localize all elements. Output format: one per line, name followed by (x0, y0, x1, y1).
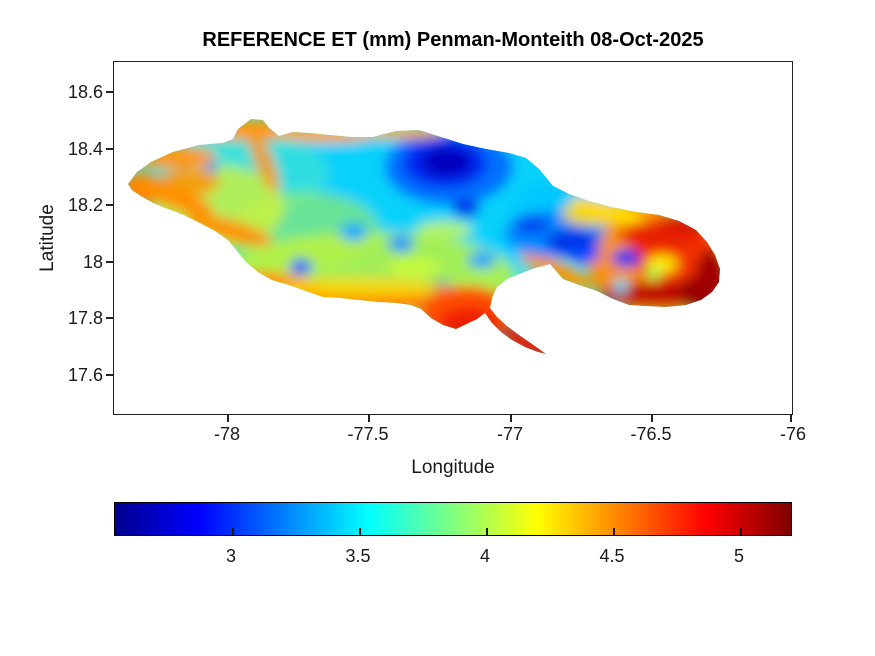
y-tick (106, 148, 113, 150)
y-axis-label: Latitude (37, 204, 58, 272)
colorbar-tick (359, 528, 361, 535)
y-tick (106, 91, 113, 93)
colorbar-tick (232, 528, 234, 535)
x-tick (368, 415, 370, 422)
y-tick-label: 17.8 (67, 308, 103, 328)
colorbar-tick-label: 4 (479, 546, 491, 566)
colorbar-tick-label: 3 (225, 546, 237, 566)
colorbar-tick-label: 4.5 (599, 546, 625, 566)
x-tick-label: -78 (213, 424, 241, 444)
y-tick (106, 261, 113, 263)
x-tick (651, 415, 653, 422)
y-tick-label: 18.2 (67, 195, 103, 215)
x-tick-label: -76 (779, 424, 807, 444)
y-tick (106, 317, 113, 319)
x-tick-label: -77 (496, 424, 524, 444)
colorbar-tick (613, 528, 615, 535)
y-tick-label: 18 (82, 252, 103, 272)
x-tick (227, 415, 229, 422)
x-tick-label: -76.5 (630, 424, 672, 444)
colorbar (114, 502, 792, 536)
y-tick-label: 18.6 (67, 82, 103, 102)
colorbar-tick (486, 528, 488, 535)
y-tick-label: 17.6 (67, 365, 103, 385)
x-tick-label: -77.5 (347, 424, 389, 444)
chart-title: REFERENCE ET (mm) Penman-Monteith 08-Oct… (202, 29, 704, 51)
jamaica-island-shape (128, 119, 720, 354)
jamaica-et-contour-map (128, 119, 720, 354)
colorbar-tick-label: 3.5 (345, 546, 371, 566)
et-field-blobs (128, 120, 720, 354)
x-axis-label: Longitude (411, 457, 495, 478)
colorbar-tick (740, 528, 742, 535)
y-tick-label: 18.4 (67, 139, 103, 159)
y-tick (106, 204, 113, 206)
y-tick (106, 374, 113, 376)
x-tick (790, 415, 792, 422)
colorbar-tick-label: 5 (733, 546, 745, 566)
map-plot-area (113, 61, 793, 415)
x-tick (510, 415, 512, 422)
